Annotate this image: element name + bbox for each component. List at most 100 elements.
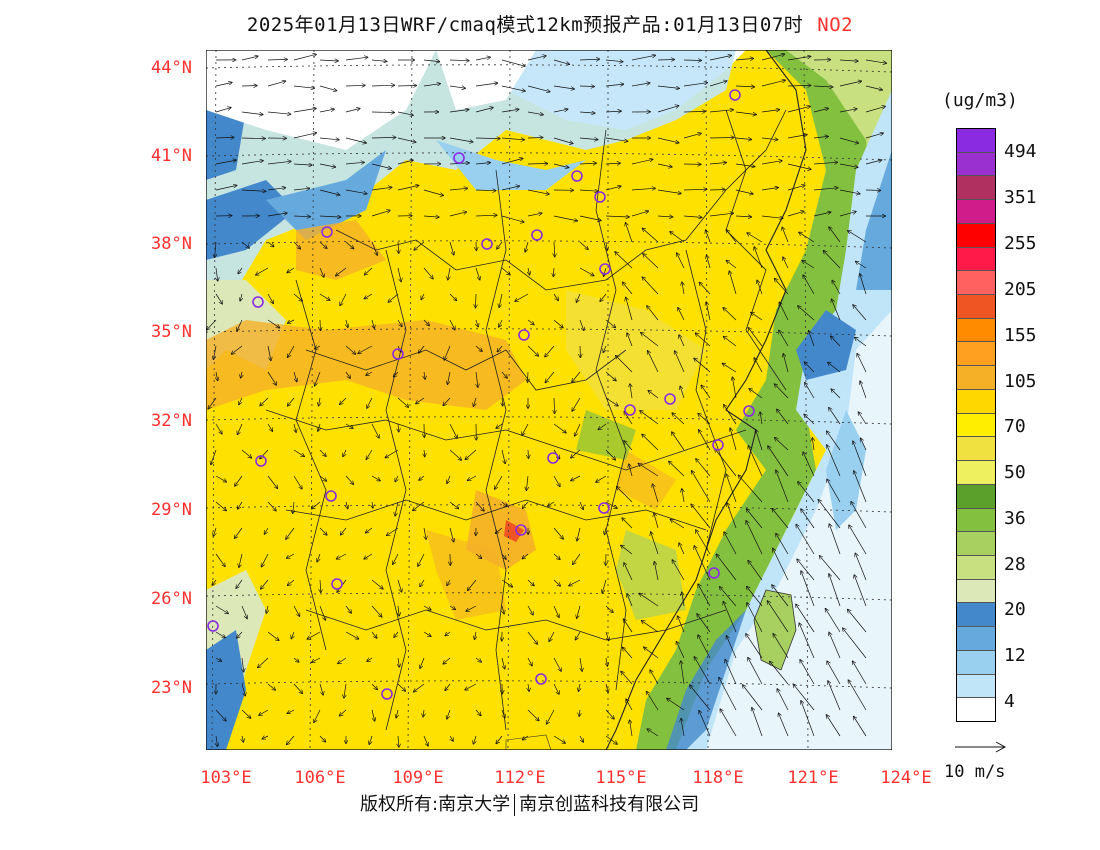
wind-arrow: [545, 371, 555, 383]
wind-arrow: [813, 212, 831, 217]
wind-arrow: [799, 232, 815, 243]
wind-arrow: [626, 699, 633, 711]
wind-arrow: [423, 631, 431, 636]
wind-arrow: [267, 371, 276, 385]
wind-arrow: [640, 411, 659, 425]
wind-arrow: [420, 657, 425, 668]
wind-arrow: [553, 657, 561, 671]
wind-arrow: [553, 423, 566, 433]
wind-arrow: [654, 513, 659, 529]
wind-arrow: [476, 371, 478, 387]
wind-arrow: [580, 657, 582, 671]
wind-arrow: [449, 319, 455, 330]
wind-arrow: [698, 635, 711, 659]
wind-arrow: [527, 111, 543, 115]
wind-arrow: [773, 548, 789, 581]
wind-arrow: [256, 267, 269, 275]
wind-arrow: [232, 345, 243, 354]
monitoring-site-marker: [594, 191, 606, 203]
wind-arrow: [697, 614, 711, 633]
wind-arrow: [681, 719, 685, 737]
lon-label: 118°E: [692, 768, 744, 788]
wind-arrow: [629, 464, 633, 477]
wind-arrow: [465, 683, 477, 690]
wind-arrow: [547, 709, 555, 724]
wind-arrow: [293, 188, 310, 190]
color-bar: [956, 128, 996, 722]
wind-arrow: [293, 449, 304, 456]
wind-arrow: [449, 501, 459, 509]
wind-arrow: [698, 584, 711, 607]
wind-arrow: [337, 553, 347, 559]
wind-arrow: [449, 527, 454, 542]
wind-arrow: [631, 188, 655, 190]
wind-arrow: [267, 81, 286, 87]
wind-arrow: [787, 106, 810, 113]
wind-arrow: [496, 423, 503, 428]
wind-arrow: [398, 423, 399, 432]
wind-arrow: [319, 683, 323, 695]
monitoring-site-marker: [381, 688, 393, 700]
color-bar-segment: [957, 176, 995, 201]
color-bar-segment: [957, 579, 995, 604]
wind-arrow: [475, 57, 490, 61]
wind-arrow: [338, 657, 347, 664]
wind-arrow: [748, 561, 763, 581]
wind-arrow: [235, 475, 243, 486]
wind-arrow: [746, 634, 763, 659]
wind-arrow: [827, 445, 841, 477]
wind-arrow: [603, 345, 606, 352]
legend-tick: 28: [1004, 554, 1026, 575]
wind-arrow: [261, 579, 269, 589]
wind-arrow: [605, 449, 615, 460]
wind-arrow: [813, 162, 837, 164]
wind-arrow: [796, 604, 815, 633]
wind-arrow: [642, 434, 659, 451]
wind-arrow: [848, 231, 867, 243]
wind-arrow: [839, 109, 857, 113]
wind-arrow: [396, 709, 398, 718]
wind-arrow: [293, 501, 294, 513]
wind-arrow: [787, 56, 811, 61]
wind-arrow: [724, 532, 737, 555]
wind-arrow: [839, 189, 860, 194]
wind-arrow: [522, 553, 529, 559]
wind-arrow: [266, 605, 268, 613]
wind-arrow: [515, 293, 529, 301]
wind-arrow: [449, 137, 473, 142]
wind-arrow: [345, 423, 353, 428]
color-bar-segment: [957, 532, 995, 556]
legend-tick: 105: [1004, 371, 1037, 392]
wind-arrow: [502, 709, 505, 718]
wind-arrow: [709, 110, 733, 113]
wind-arrow: [770, 662, 789, 685]
wind-arrow: [468, 475, 477, 481]
wind-arrow: [623, 619, 633, 633]
legend-tick: 70: [1004, 416, 1026, 437]
wind-arrow: [727, 636, 737, 659]
wind-arrow: [605, 137, 628, 141]
wind-arrow: [818, 500, 841, 529]
wind-arrow: [571, 449, 581, 458]
wind-arrow: [648, 391, 659, 399]
wind-arrow: [397, 86, 416, 87]
wind-arrow: [573, 553, 581, 564]
monitoring-site-marker: [255, 455, 267, 467]
wind-arrow: [419, 345, 425, 353]
wind-arrow: [775, 384, 789, 399]
wind-arrow: [798, 306, 815, 321]
wind-arrow: [623, 647, 633, 659]
wind-arrow: [605, 371, 616, 381]
wind-arrow: [727, 503, 737, 529]
wind-arrow: [264, 527, 269, 534]
wind-arrow: [576, 293, 581, 302]
color-bar-segment: [957, 295, 995, 319]
wind-arrow: [657, 60, 674, 61]
wind-arrow: [849, 525, 867, 555]
wind-arrow: [340, 293, 347, 306]
wind-arrow: [207, 319, 217, 330]
wind-arrow: [371, 60, 387, 61]
wind-arrow: [787, 135, 807, 139]
wind-arrow: [307, 631, 321, 639]
reference-wind-arrow: [955, 741, 1007, 753]
